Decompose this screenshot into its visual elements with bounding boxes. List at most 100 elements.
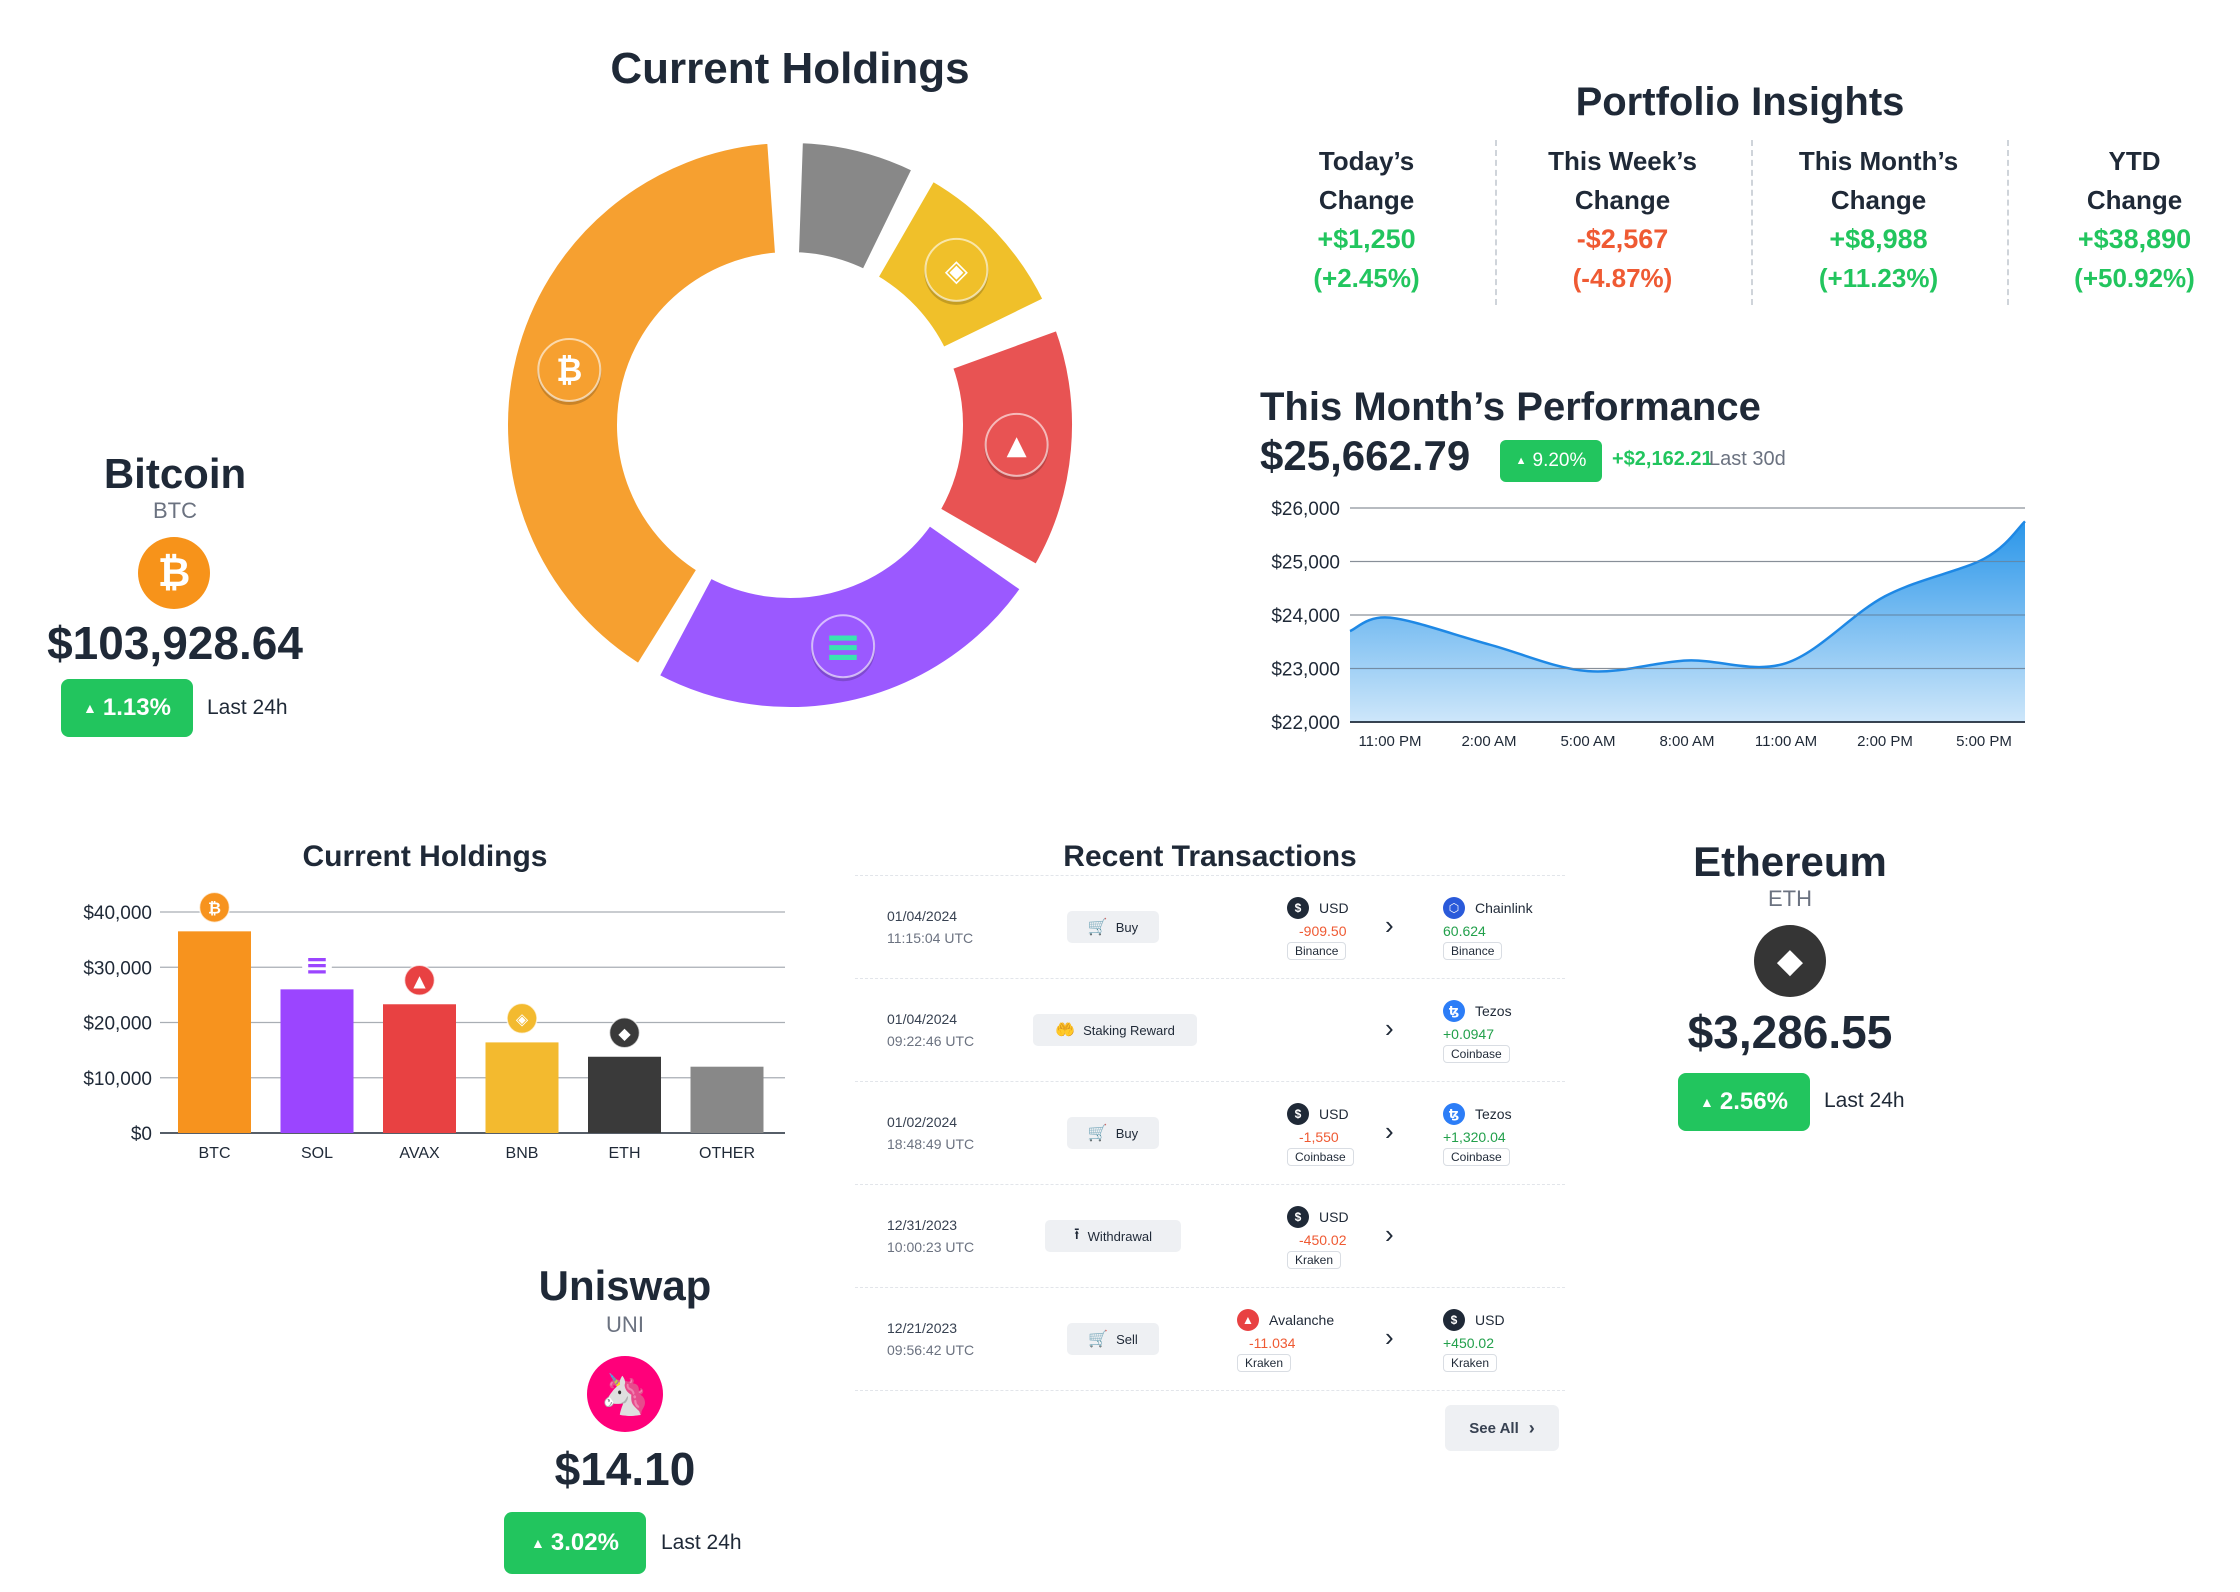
- insight-column: YTD Change +$38,890 (+50.92%): [2007, 142, 2240, 298]
- transaction-to-asset: ꜩ Tezos +0.0947 Coinbase: [1443, 999, 1573, 1063]
- cart-icon: 🛒: [1087, 1125, 1108, 1142]
- transaction-from-asset: $ USD -1,550 Coinbase: [1287, 1102, 1417, 1166]
- transaction-row[interactable]: 12/21/2023 09:56:42 UTC 🛒 Sell ▲ Avalanche -11…: [855, 1287, 1565, 1391]
- solana-icon: ≡: [811, 614, 876, 682]
- holdings-bar-chart: ₿ ≡ ▲ ◈ ◆ $0 $10,000 $20,000 $30,000 $40,000 BTC S…: [83, 891, 785, 1162]
- chevron-right-icon[interactable]: ›: [1385, 1322, 1394, 1352]
- asset-name: USD: [1475, 1312, 1505, 1328]
- x-tick-label: ETH: [609, 1145, 641, 1162]
- exchange-badge: Kraken: [1237, 1354, 1292, 1372]
- eth-icon: ◆: [608, 1017, 641, 1049]
- x-tick-label: 5:00 PM: [1956, 733, 2012, 750]
- binance-icon: ◈: [924, 237, 989, 305]
- chevron-right-icon[interactable]: ›: [1385, 1013, 1394, 1043]
- x-tick-label: AVAX: [399, 1145, 440, 1162]
- area-series-line: [1349, 520, 2026, 673]
- transaction-from-asset: $ USD -450.02 Kraken: [1287, 1205, 1417, 1269]
- y-tick-label: $0: [131, 1124, 152, 1145]
- insight-label: This Week’s: [1548, 146, 1697, 176]
- ethereum-icon: ◆: [1754, 925, 1826, 997]
- transaction-type-label: Buy: [1115, 1125, 1139, 1141]
- performance-delta: +$2,162.21: [1612, 448, 1713, 470]
- y-tick-label: $20,000: [83, 1014, 152, 1035]
- uniswap-period-label: Last 24h: [661, 1531, 742, 1554]
- asset-name: Chainlink: [1475, 900, 1533, 916]
- x-tick-label: 11:00 PM: [1358, 733, 1421, 750]
- insight-label: Today’s: [1318, 146, 1415, 176]
- insight-column: Today’s Change +$1,250 (+2.45%): [1239, 142, 1494, 298]
- transaction-type-badge: 🛒 Sell: [1067, 1323, 1159, 1355]
- sol-icon: ≡: [302, 948, 332, 981]
- holdings-donut-chart: ◈ ▲ ≡ ₿: [502, 137, 1078, 713]
- exchange-badge: Coinbase: [1443, 1148, 1510, 1166]
- donut-chart-title: Current Holdings: [610, 44, 970, 93]
- uniswap-symbol: UNI: [606, 1312, 644, 1337]
- transaction-from-asset: ▲ Avalanche -11.034 Kraken: [1237, 1308, 1367, 1372]
- ethereum-name: Ethereum: [1693, 838, 1887, 885]
- exchange-badge: Coinbase: [1443, 1045, 1510, 1063]
- performance-value: $25,662.79: [1260, 432, 1471, 479]
- insight-value: +$1,250: [1317, 224, 1416, 254]
- see-all-button[interactable]: See All ›: [1445, 1405, 1559, 1451]
- performance-change-value: 9.20%: [1532, 450, 1587, 471]
- tezos-icon: ꜩ: [1443, 1000, 1465, 1022]
- asset-name: Avalanche: [1269, 1312, 1335, 1328]
- donut-slice-btc: [502, 137, 782, 670]
- dollar-icon: $: [1287, 897, 1309, 919]
- transaction-to-asset: ⬡ Chainlink 60.624 Binance: [1443, 896, 1573, 960]
- insight-label: This Month’s: [1798, 146, 1959, 176]
- transaction-row[interactable]: 01/04/2024 09:22:46 UTC 🤲 Staking Reward ꜩ Te…: [855, 978, 1565, 1081]
- transactions-list: 01/04/2024 11:15:04 UTC 🛒 Buy $ USD -909.50 Bin…: [855, 875, 1565, 1391]
- svg-text:▲: ▲: [413, 971, 426, 990]
- up-arrow-icon: ▲: [83, 700, 97, 716]
- transaction-type-label: Sell: [1116, 1331, 1138, 1347]
- x-tick-label: BTC: [199, 1145, 231, 1162]
- y-tick-label: $22,000: [1271, 713, 1340, 734]
- transaction-to-asset: $ USD +450.02 Kraken: [1443, 1308, 1573, 1372]
- transaction-time: 11:15:04 UTC: [887, 930, 974, 946]
- donut-slice-other: [792, 137, 918, 276]
- see-all-label: See All: [1469, 1419, 1519, 1437]
- chainlink-icon: ⬡: [1443, 897, 1465, 919]
- insight-percent: (+11.23%): [1818, 263, 1939, 293]
- transaction-time: 10:00:23 UTC: [887, 1239, 975, 1255]
- bitcoin-name: Bitcoin: [103, 450, 247, 497]
- transactions-title: Recent Transactions: [1063, 840, 1357, 873]
- dollar-icon: $: [1443, 1309, 1465, 1331]
- uniswap-change-badge: ▲ 3.02%: [504, 1512, 646, 1574]
- transaction-date: 12/21/2023: [887, 1320, 958, 1336]
- ethereum-period-label: Last 24h: [1824, 1089, 1905, 1112]
- up-arrow-icon: ▲: [1700, 1094, 1714, 1110]
- insight-label: Change: [1574, 185, 1671, 215]
- transaction-row[interactable]: 12/31/2023 10:00:23 UTC ⭱ Withdrawal $ USD -45…: [855, 1184, 1565, 1287]
- transaction-row[interactable]: 01/04/2024 11:15:04 UTC 🛒 Buy $ USD -909.50 Bin…: [855, 875, 1565, 978]
- bitcoin-change-badge: ▲ 1.13%: [61, 679, 193, 737]
- tezos-icon: ꜩ: [1443, 1103, 1465, 1125]
- x-tick-label: BNB: [506, 1145, 539, 1162]
- chevron-right-icon[interactable]: ›: [1385, 1116, 1394, 1146]
- area-series-fill: [1350, 521, 2025, 722]
- insight-label: YTD: [2108, 146, 2161, 176]
- svg-text:₿: ₿: [208, 898, 221, 917]
- transaction-date: 01/02/2024: [887, 1114, 958, 1130]
- bar-btc: [178, 931, 251, 1133]
- transaction-time: 09:22:46 UTC: [887, 1033, 975, 1049]
- asset-amount: +0.0947: [1443, 1026, 1494, 1042]
- chevron-right-icon[interactable]: ›: [1385, 910, 1394, 940]
- asset-amount: -11.034: [1249, 1335, 1296, 1351]
- transaction-type-label: Withdrawal: [1087, 1228, 1152, 1244]
- performance-title: This Month’s Performance: [1260, 385, 1761, 429]
- asset-name: USD: [1319, 900, 1349, 916]
- x-tick-label: OTHER: [699, 1145, 755, 1162]
- transaction-type-badge: ⭱ Withdrawal: [1045, 1220, 1181, 1252]
- exchange-badge: Coinbase: [1287, 1148, 1354, 1166]
- x-tick-label: 5:00 AM: [1560, 733, 1615, 750]
- dollar-icon: $: [1287, 1206, 1309, 1228]
- transaction-date: 01/04/2024: [887, 908, 958, 924]
- y-tick-label: $23,000: [1271, 660, 1340, 681]
- ethereum-change-badge: ▲ 2.56%: [1678, 1073, 1810, 1131]
- svg-text:▲: ▲: [1007, 431, 1027, 461]
- uniswap-icon: 🦄: [587, 1356, 663, 1432]
- transaction-row[interactable]: 01/02/2024 18:48:49 UTC 🛒 Buy $ USD -1,550 Coin…: [855, 1081, 1565, 1184]
- chevron-right-icon[interactable]: ›: [1385, 1219, 1394, 1249]
